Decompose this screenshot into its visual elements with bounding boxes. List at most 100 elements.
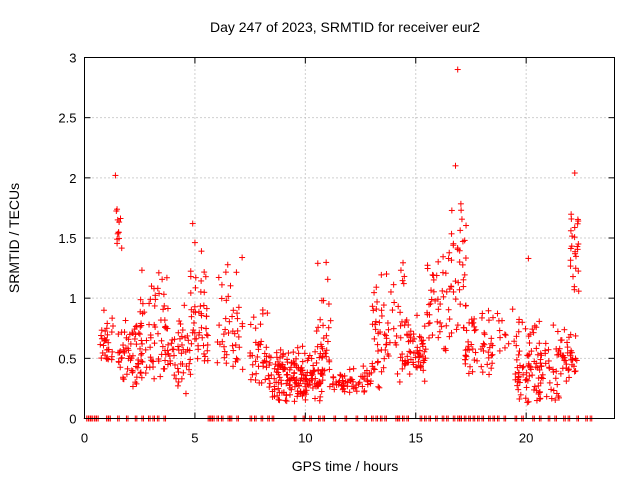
data-point bbox=[531, 383, 538, 390]
data-point bbox=[308, 355, 315, 362]
data-point bbox=[275, 369, 282, 376]
data-point bbox=[291, 398, 298, 405]
data-point bbox=[160, 365, 167, 372]
data-point bbox=[526, 339, 533, 346]
data-point bbox=[315, 366, 322, 373]
data-point bbox=[224, 261, 231, 268]
data-point bbox=[100, 307, 107, 314]
data-point bbox=[146, 300, 153, 307]
data-point bbox=[148, 357, 155, 364]
data-point bbox=[200, 342, 207, 349]
data-point bbox=[178, 350, 185, 357]
data-point bbox=[239, 254, 246, 261]
data-point bbox=[180, 369, 187, 376]
data-point bbox=[171, 372, 178, 379]
y-tick-label: 0 bbox=[69, 412, 76, 427]
data-point bbox=[528, 366, 535, 373]
data-point bbox=[459, 261, 466, 268]
data-point bbox=[556, 394, 563, 401]
data-point bbox=[457, 200, 464, 207]
data-point bbox=[437, 319, 444, 326]
data-point bbox=[393, 341, 400, 348]
data-point bbox=[371, 335, 378, 342]
data-point bbox=[156, 290, 163, 297]
chart-title: Day 247 of 2023, SRMTID for receiver eur… bbox=[210, 19, 480, 35]
data-point bbox=[299, 343, 306, 350]
data-point bbox=[575, 268, 582, 275]
data-point bbox=[323, 332, 330, 339]
data-point bbox=[108, 329, 115, 336]
data-point bbox=[381, 331, 388, 338]
data-point bbox=[133, 374, 140, 381]
data-point bbox=[203, 313, 210, 320]
data-point bbox=[404, 353, 411, 360]
data-point bbox=[306, 352, 313, 359]
data-point bbox=[252, 358, 259, 365]
data-point bbox=[537, 380, 544, 387]
data-point bbox=[382, 332, 389, 339]
y-tick-label: 1 bbox=[69, 291, 76, 306]
data-point bbox=[545, 357, 552, 364]
data-point bbox=[230, 363, 237, 370]
data-point bbox=[556, 345, 563, 352]
data-point bbox=[442, 270, 449, 277]
data-point bbox=[189, 329, 196, 336]
data-point bbox=[327, 317, 334, 324]
data-point bbox=[298, 371, 305, 378]
data-point bbox=[234, 327, 241, 334]
data-point bbox=[415, 358, 422, 365]
data-point bbox=[445, 306, 452, 313]
data-point bbox=[323, 259, 330, 266]
data-point bbox=[223, 360, 230, 367]
y-axis-label: SRMTID / TECUs bbox=[6, 183, 22, 293]
data-point bbox=[175, 369, 182, 376]
data-point bbox=[100, 342, 107, 349]
data-point bbox=[397, 309, 404, 316]
data-point bbox=[258, 379, 265, 386]
data-point bbox=[295, 380, 302, 387]
data-point bbox=[116, 349, 123, 356]
data-point bbox=[104, 355, 111, 362]
data-point bbox=[399, 351, 406, 358]
data-point bbox=[102, 352, 109, 359]
data-point bbox=[133, 363, 140, 370]
data-point bbox=[138, 337, 145, 344]
data-point bbox=[525, 352, 532, 359]
data-point bbox=[567, 227, 574, 234]
data-point bbox=[302, 396, 309, 403]
data-point bbox=[393, 332, 400, 339]
y-tick-label: 3 bbox=[69, 51, 76, 66]
data-point bbox=[399, 277, 406, 284]
data-point bbox=[471, 357, 478, 364]
data-point bbox=[512, 370, 519, 377]
data-point bbox=[109, 315, 116, 322]
data-point bbox=[253, 370, 260, 377]
data-point bbox=[187, 371, 194, 378]
data-point bbox=[561, 357, 568, 364]
data-point bbox=[399, 365, 406, 372]
data-point bbox=[184, 332, 191, 339]
data-point bbox=[137, 296, 144, 303]
data-point bbox=[523, 369, 530, 376]
data-point bbox=[97, 341, 104, 348]
data-point bbox=[421, 378, 428, 385]
data-point bbox=[443, 322, 450, 329]
data-point bbox=[291, 370, 298, 377]
data-point bbox=[299, 358, 306, 365]
data-point bbox=[264, 310, 271, 317]
data-point bbox=[574, 246, 581, 253]
data-point bbox=[435, 258, 442, 265]
data-point bbox=[488, 340, 495, 347]
data-point bbox=[171, 336, 178, 343]
data-point bbox=[429, 332, 436, 339]
data-point bbox=[397, 322, 404, 329]
data-point bbox=[539, 371, 546, 378]
data-point bbox=[394, 370, 401, 377]
data-point bbox=[98, 355, 105, 362]
data-point bbox=[369, 303, 376, 310]
data-point bbox=[480, 340, 487, 347]
data-point bbox=[461, 237, 468, 244]
data-point bbox=[515, 351, 522, 358]
data-point bbox=[516, 395, 523, 402]
data-point bbox=[468, 341, 475, 348]
